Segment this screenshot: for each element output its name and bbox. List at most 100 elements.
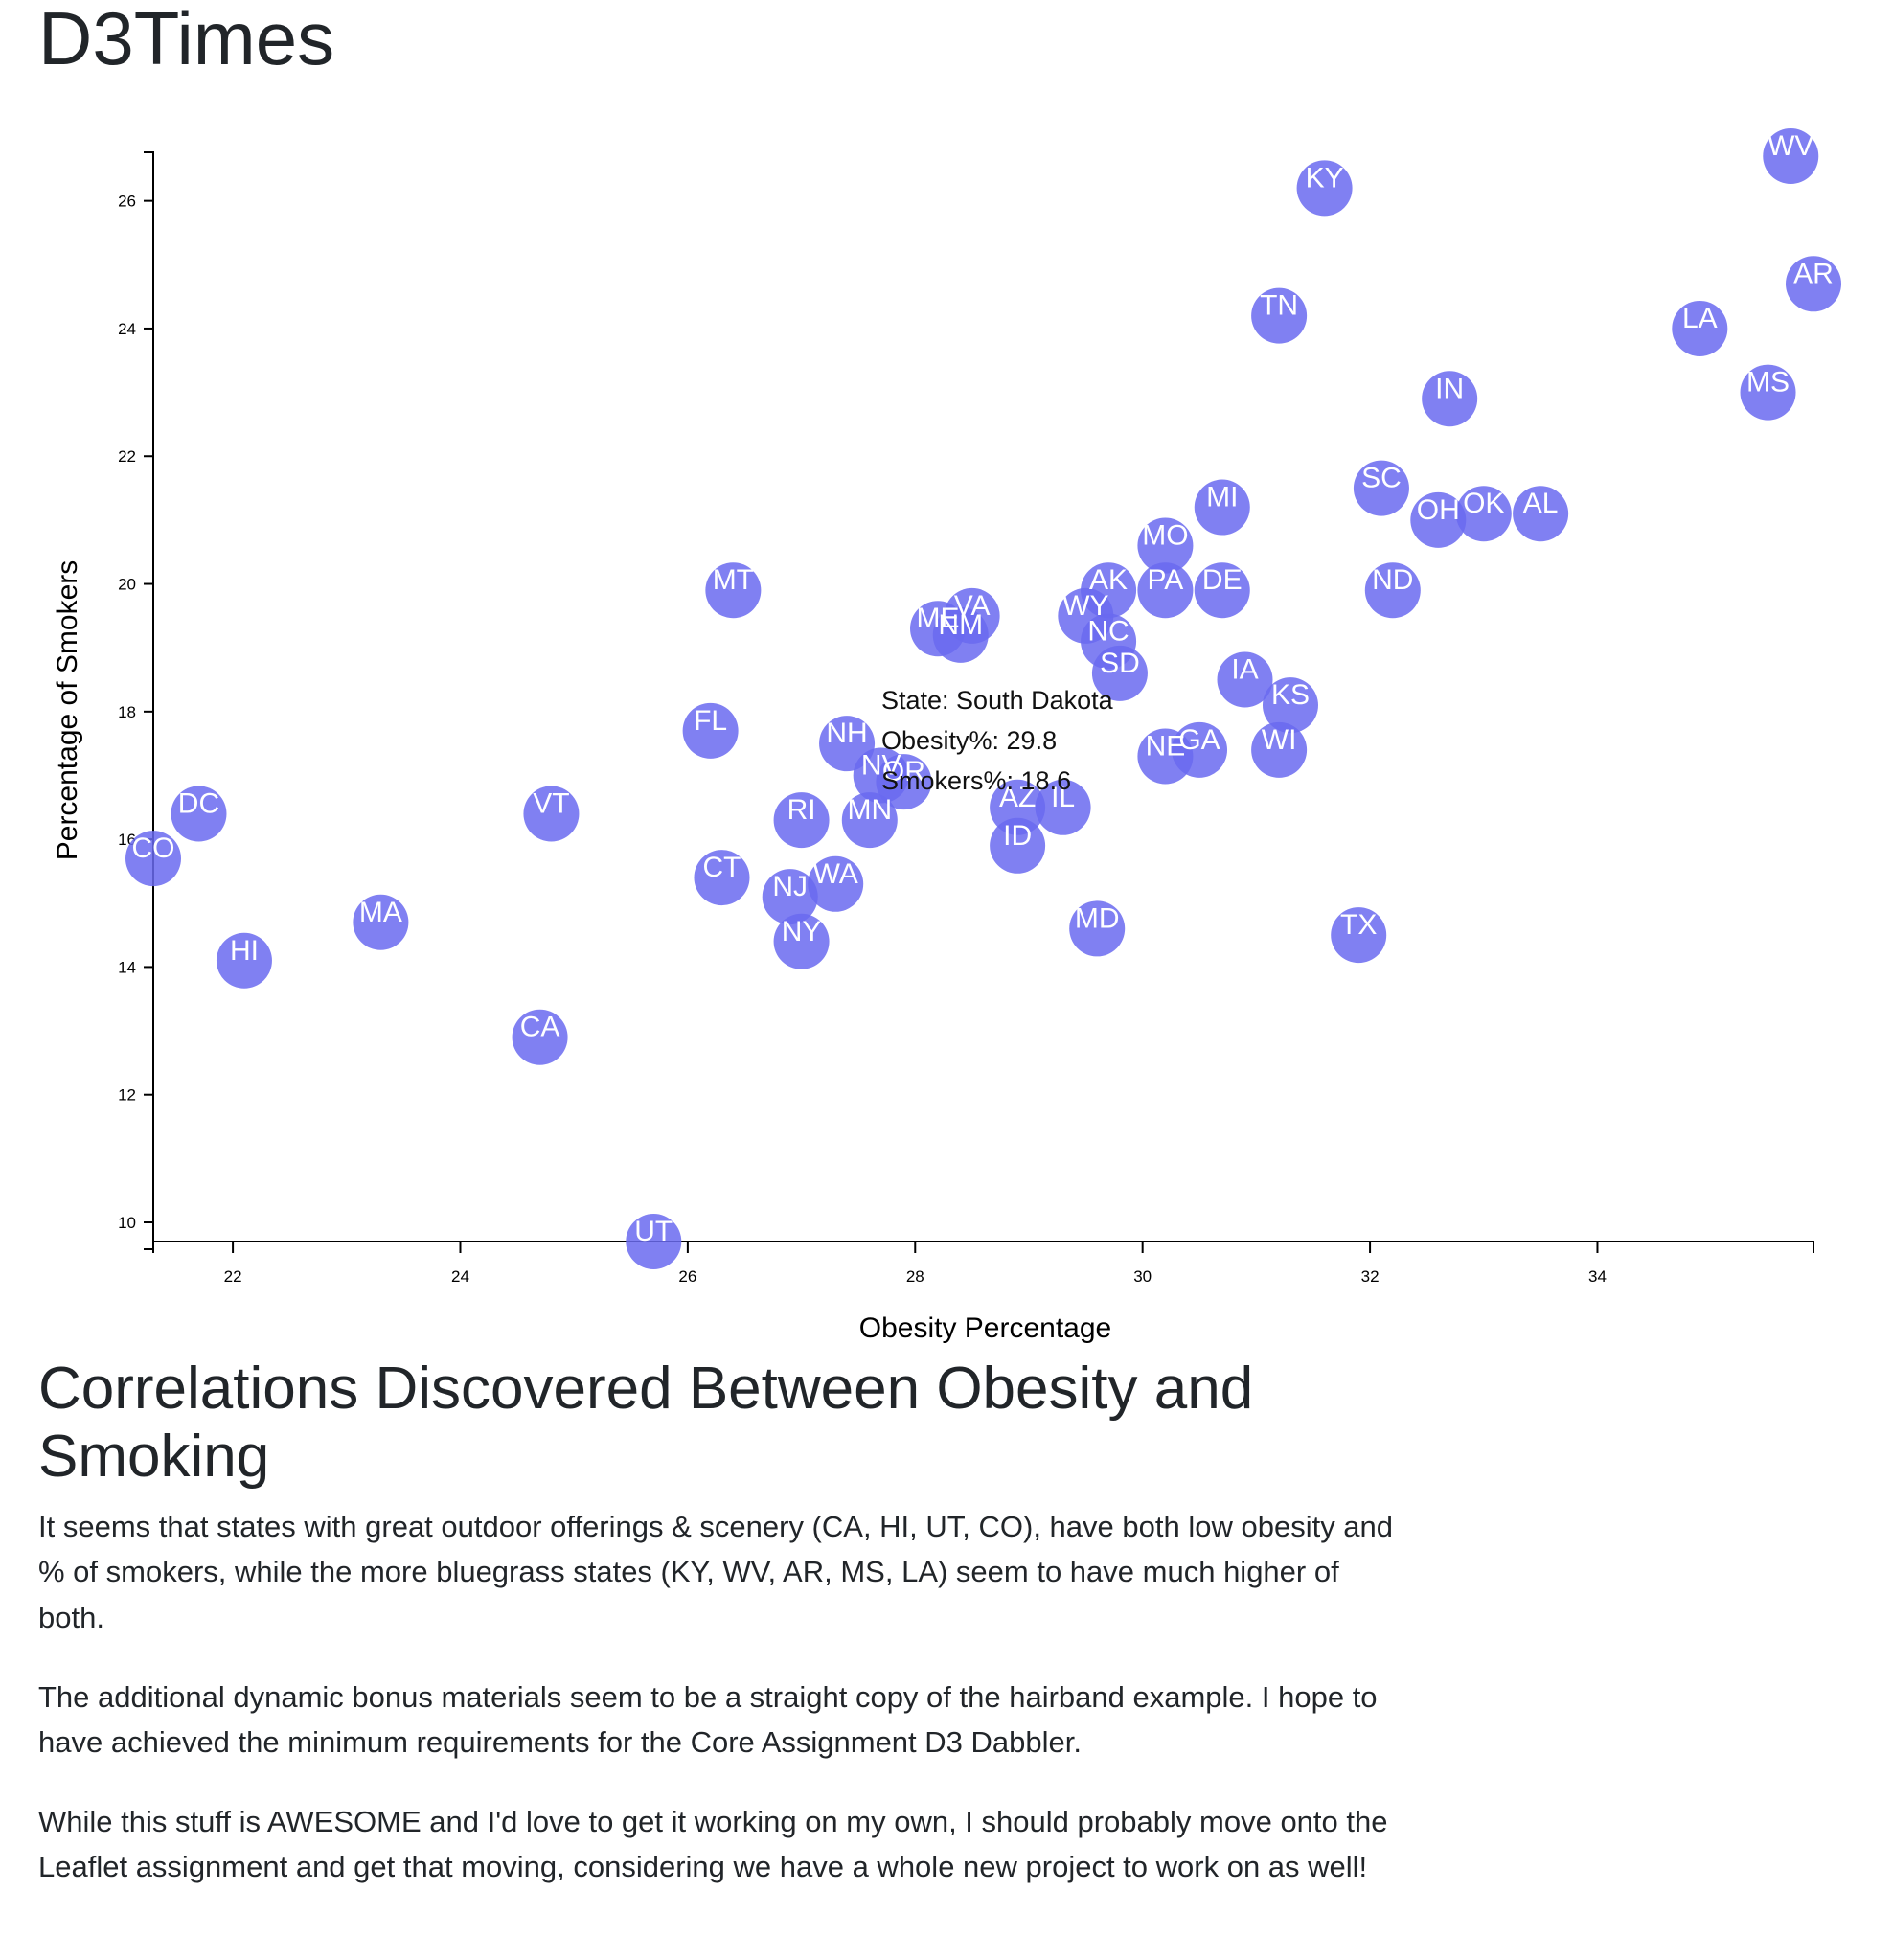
x-tick-label: 30 bbox=[1133, 1267, 1152, 1286]
tooltip-line-1: State: South Dakota bbox=[881, 686, 1114, 715]
state-point-nd[interactable] bbox=[1364, 562, 1421, 619]
state-point-mn[interactable] bbox=[841, 792, 898, 849]
state-point-wi[interactable] bbox=[1251, 721, 1308, 778]
state-point-in[interactable] bbox=[1422, 371, 1478, 427]
y-axis-line bbox=[144, 151, 154, 1250]
state-label-ms: MS bbox=[1746, 367, 1790, 399]
state-label-tn: TN bbox=[1260, 290, 1298, 322]
y-tick-label: 22 bbox=[118, 447, 136, 466]
state-point-ia[interactable] bbox=[1217, 651, 1273, 708]
state-point-ok[interactable] bbox=[1455, 486, 1512, 542]
state-point-mo[interactable] bbox=[1137, 517, 1194, 574]
state-label-nv: NV bbox=[861, 749, 901, 781]
state-label-de: DE bbox=[1202, 564, 1243, 596]
state-label-nm: NM bbox=[938, 609, 983, 641]
state-point-mt[interactable] bbox=[705, 562, 762, 619]
x-axis-line bbox=[152, 1241, 1814, 1253]
x-tick-label: 28 bbox=[906, 1267, 924, 1286]
state-label-ks: KS bbox=[1271, 679, 1310, 711]
state-point-ri[interactable] bbox=[773, 792, 830, 849]
state-label-ne: NE bbox=[1146, 730, 1186, 762]
state-label-hi: HI bbox=[230, 935, 259, 967]
y-tick-label: 14 bbox=[118, 958, 136, 976]
state-point-co[interactable] bbox=[125, 831, 181, 887]
state-point-ny[interactable] bbox=[773, 913, 830, 969]
state-label-az: AZ bbox=[999, 782, 1036, 813]
page-title: D3Times bbox=[38, 0, 335, 80]
state-point-ky[interactable] bbox=[1296, 160, 1353, 217]
state-label-sd: SD bbox=[1100, 648, 1140, 679]
x-tick-label: 34 bbox=[1588, 1267, 1607, 1286]
state-point-wv[interactable] bbox=[1763, 128, 1819, 184]
chart-tooltip: State: South Dakota Obesity%: 29.8 Smokers… bbox=[881, 686, 1114, 795]
state-label-ok: OK bbox=[1463, 488, 1504, 519]
state-label-ca: CA bbox=[520, 1012, 560, 1043]
state-point-ks[interactable] bbox=[1262, 677, 1318, 734]
analysis-paragraph-3: While this stuff is AWESOME and I'd love… bbox=[38, 1804, 1388, 1883]
state-label-ut: UT bbox=[634, 1216, 673, 1247]
state-point-dc[interactable] bbox=[171, 786, 227, 842]
state-label-in: IN bbox=[1435, 373, 1464, 404]
state-label-or: OR bbox=[882, 756, 925, 787]
state-point-il[interactable] bbox=[1035, 779, 1091, 835]
analysis-heading: Correlations Discovered Between Obesity … bbox=[38, 1356, 1254, 1490]
state-label-la: LA bbox=[1682, 303, 1718, 334]
state-point-ar[interactable] bbox=[1786, 256, 1841, 312]
state-point-nj[interactable] bbox=[762, 869, 818, 925]
state-label-mn: MN bbox=[847, 794, 892, 826]
state-point-wa[interactable] bbox=[808, 855, 864, 912]
state-point-ms[interactable] bbox=[1740, 364, 1796, 421]
state-point-ne[interactable] bbox=[1137, 728, 1194, 785]
chart-points: WV KY AR TN LA MS IN SC MI OH OK AL MO AK PA DE ND MT WY VA… bbox=[125, 128, 1841, 1269]
state-label-oh: OH bbox=[1417, 494, 1460, 526]
state-label-wi: WI bbox=[1262, 724, 1297, 756]
state-point-az[interactable] bbox=[990, 779, 1046, 835]
state-label-co: CO bbox=[132, 832, 175, 864]
state-point-md[interactable] bbox=[1069, 900, 1126, 957]
state-label-wv: WV bbox=[1768, 130, 1813, 162]
state-point-ma[interactable] bbox=[353, 894, 409, 950]
state-label-mo: MO bbox=[1142, 520, 1188, 552]
state-label-nc: NC bbox=[1087, 616, 1129, 648]
state-label-ky: KY bbox=[1306, 162, 1344, 194]
state-point-ca[interactable] bbox=[512, 1009, 568, 1065]
state-point-pa[interactable] bbox=[1137, 562, 1194, 619]
y-tick-label: 26 bbox=[118, 193, 136, 211]
state-point-mi[interactable] bbox=[1194, 479, 1250, 536]
state-label-pa: PA bbox=[1148, 564, 1184, 596]
state-point-ct[interactable] bbox=[694, 850, 750, 906]
state-label-nh: NH bbox=[826, 718, 867, 749]
tooltip-line-2: Obesity%: 29.8 bbox=[881, 726, 1057, 755]
state-label-wy: WY bbox=[1062, 590, 1108, 622]
state-label-ri: RI bbox=[787, 794, 816, 826]
state-point-id[interactable] bbox=[990, 817, 1046, 874]
y-axis-title: Percentage of Smokers bbox=[52, 560, 83, 861]
state-label-mi: MI bbox=[1206, 482, 1238, 513]
state-point-tx[interactable] bbox=[1331, 907, 1387, 964]
state-point-fl[interactable] bbox=[682, 702, 739, 759]
y-tick-label: 12 bbox=[118, 1086, 136, 1105]
state-point-sd[interactable] bbox=[1091, 645, 1148, 701]
state-label-md: MD bbox=[1075, 902, 1120, 934]
state-point-al[interactable] bbox=[1513, 486, 1569, 542]
state-label-id: ID bbox=[1003, 820, 1032, 852]
state-label-al: AL bbox=[1523, 488, 1559, 519]
x-axis-title: Obesity Percentage bbox=[859, 1312, 1111, 1344]
analysis-paragraph-1: It seems that states with great outdoor … bbox=[38, 1510, 1394, 1634]
state-point-nm[interactable] bbox=[932, 606, 989, 663]
x-tick-label: 32 bbox=[1361, 1267, 1380, 1286]
state-point-ut[interactable] bbox=[626, 1214, 682, 1269]
y-tick-label: 24 bbox=[118, 320, 136, 338]
state-point-la[interactable] bbox=[1672, 300, 1728, 356]
state-point-sc[interactable] bbox=[1353, 460, 1409, 516]
x-tick-label: 22 bbox=[224, 1267, 242, 1286]
state-point-or[interactable] bbox=[876, 754, 932, 810]
state-point-hi[interactable] bbox=[216, 932, 272, 989]
state-point-vt[interactable] bbox=[523, 786, 580, 842]
state-point-oh[interactable] bbox=[1410, 491, 1467, 548]
state-label-me: ME bbox=[917, 603, 960, 634]
state-point-tn[interactable] bbox=[1251, 287, 1308, 344]
state-point-de[interactable] bbox=[1194, 562, 1250, 619]
